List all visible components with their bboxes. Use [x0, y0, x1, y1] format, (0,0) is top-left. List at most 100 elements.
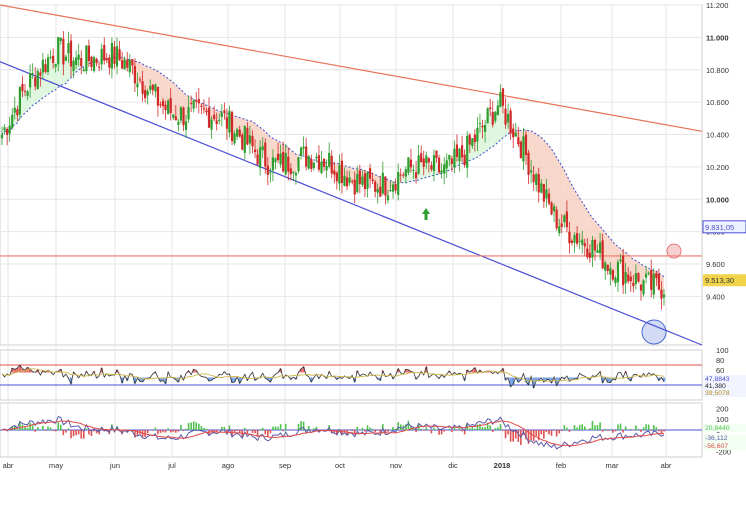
- fill-below-ma: [582, 202, 585, 247]
- fill-above-ma: [490, 109, 493, 148]
- candle-down: [103, 45, 106, 61]
- candle-down: [660, 289, 663, 299]
- candle-down: [588, 252, 591, 258]
- candle-up: [11, 114, 14, 128]
- x-axis-label: jul: [167, 461, 176, 470]
- fill-below-ma: [646, 266, 649, 274]
- candle-up: [259, 147, 262, 169]
- candle-down: [583, 243, 586, 247]
- price-y-tick-label: 11.000: [706, 33, 729, 42]
- candle-down: [565, 211, 568, 228]
- candle-down: [632, 282, 635, 287]
- x-axis-label: mar: [606, 461, 619, 470]
- x-axis-label: abr: [661, 461, 672, 470]
- candle-down: [481, 125, 484, 128]
- candle-up: [46, 57, 50, 73]
- price-y-tick-label: 10.200: [706, 163, 729, 172]
- candle-down: [266, 165, 269, 175]
- candle-up: [228, 110, 231, 133]
- fill-below-ma: [137, 61, 141, 84]
- macd-value-label: -36,112: [705, 435, 728, 442]
- candle-down: [182, 107, 185, 126]
- candle-down: [568, 231, 571, 244]
- candle-down: [504, 108, 507, 125]
- candle-down: [238, 129, 241, 137]
- candle-down: [289, 168, 292, 175]
- fill-below-ma: [589, 214, 593, 258]
- candle-down: [205, 110, 208, 113]
- candle-down: [437, 157, 441, 173]
- rsi-panel-frame: [0, 349, 703, 401]
- candle-down: [87, 45, 91, 62]
- candle-down: [586, 248, 589, 258]
- fill-above-ma: [502, 105, 506, 138]
- candle-down: [330, 155, 333, 174]
- candle-down: [379, 186, 382, 197]
- candle-down: [473, 134, 476, 143]
- rsi-y-tick-label: 100: [716, 346, 729, 355]
- candle-down: [637, 273, 640, 282]
- candle-up: [616, 261, 620, 283]
- candle-down: [460, 145, 464, 158]
- candle-down: [39, 72, 42, 76]
- candle-up: [417, 155, 420, 174]
- candle-up: [8, 125, 11, 134]
- support-circle: [641, 319, 667, 345]
- candle-down: [489, 107, 492, 110]
- candle-up: [13, 107, 16, 113]
- candle-up: [624, 272, 627, 284]
- candle-down: [215, 120, 218, 125]
- candle-down: [501, 88, 505, 106]
- fill-below-ma: [569, 180, 572, 244]
- candle-down: [368, 168, 372, 179]
- candle-up: [110, 42, 114, 69]
- candle-up: [609, 268, 612, 275]
- candle-up: [184, 121, 188, 130]
- candle-down: [230, 112, 234, 142]
- rsi-y-tick-label: 80: [716, 356, 724, 365]
- candle-down: [44, 64, 47, 72]
- fill-above-ma: [313, 156, 317, 163]
- candle-up: [604, 262, 607, 271]
- fill-below-ma: [260, 127, 263, 148]
- candle-down: [455, 144, 459, 157]
- candle-up: [123, 59, 126, 70]
- upward-arrow-marker: [422, 208, 430, 220]
- price-y-tick-label: 10.800: [706, 66, 729, 75]
- fill-above-ma: [479, 123, 483, 156]
- rsi-value-label: 39,5078: [705, 390, 730, 397]
- candle-down: [335, 172, 338, 182]
- fill-above-ma: [22, 91, 26, 116]
- candle-up: [634, 273, 637, 285]
- candle-down: [164, 104, 167, 111]
- macd-y-tick-label: 200: [716, 404, 729, 413]
- fill-below-ma: [201, 103, 204, 110]
- candle-down: [80, 58, 83, 67]
- candle-up: [294, 172, 298, 176]
- fill-below-ma: [270, 136, 273, 173]
- candle-up: [522, 136, 525, 162]
- candle-up: [302, 146, 305, 149]
- candle-up: [558, 226, 561, 234]
- candle-up: [453, 148, 456, 168]
- fill-below-ma: [574, 189, 578, 244]
- x-axis-label: abr: [3, 461, 14, 470]
- candle-up: [540, 183, 543, 193]
- candle-down: [287, 156, 290, 172]
- fill-below-ma: [617, 246, 621, 262]
- fill-below-ma: [577, 194, 580, 244]
- candle-up: [443, 164, 446, 174]
- candle-up: [100, 48, 103, 65]
- candle-down: [256, 154, 259, 165]
- candle-down: [509, 110, 512, 134]
- candle-down: [333, 170, 336, 175]
- x-axis-label: jun: [109, 461, 120, 470]
- fill-below-ma: [633, 259, 636, 287]
- candle-down: [144, 90, 147, 99]
- candle-up: [115, 46, 119, 67]
- candle-down: [622, 255, 625, 286]
- fill-below-ma: [551, 149, 555, 215]
- candle-up: [31, 73, 34, 75]
- candle-down: [340, 160, 344, 183]
